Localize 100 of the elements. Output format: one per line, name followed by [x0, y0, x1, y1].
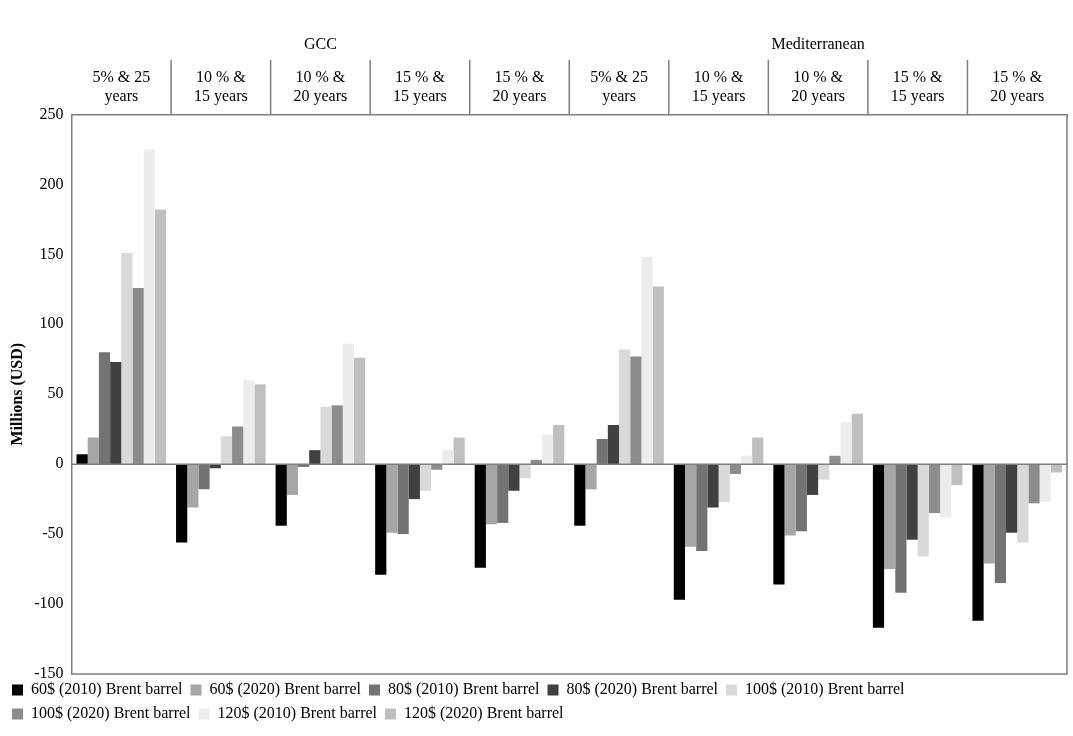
x-tick-label: 5% & 25 years [92, 67, 151, 105]
bar [729, 464, 741, 474]
bar [619, 349, 631, 465]
bar [485, 464, 498, 525]
bar [641, 257, 653, 465]
legend-label: 60$ (2010) Brent barrel [31, 680, 184, 699]
bar [419, 464, 432, 491]
bar [673, 464, 685, 600]
bar [951, 464, 963, 486]
bar [474, 464, 486, 568]
bar [353, 357, 366, 465]
x-tick-label: 15 % & 15 years [393, 67, 447, 105]
bar [917, 464, 929, 557]
y-tick-label: 100 [39, 314, 64, 332]
bar [895, 464, 907, 593]
bar [1017, 464, 1029, 543]
bar [386, 464, 398, 533]
bar [121, 252, 133, 465]
x-tick-label: 10 % & 20 years [791, 67, 846, 105]
bar [884, 464, 896, 570]
text: GCC [303, 35, 337, 53]
y-tick-label: 200 [39, 174, 64, 192]
bar [508, 464, 520, 491]
bar [596, 438, 608, 465]
bar [795, 464, 807, 532]
x-tick-label: 10 % & 15 years [193, 67, 248, 105]
bar [342, 343, 354, 465]
bar [983, 464, 995, 564]
bar [220, 436, 233, 465]
bar [541, 434, 554, 465]
legend-label: 80$ (2020) Brent barrel [566, 680, 719, 699]
bar [1006, 464, 1018, 533]
bar [928, 464, 941, 514]
legend-label: 120$ (2010) Brent barrel [217, 704, 378, 723]
bar [154, 209, 167, 465]
bar [309, 450, 321, 465]
bar [652, 286, 664, 465]
y-tick-label: 150 [39, 244, 64, 262]
bar [198, 464, 210, 490]
bar [176, 464, 188, 543]
y-tick-label: 250 [39, 104, 64, 122]
bar [696, 464, 708, 551]
bar [1028, 464, 1040, 504]
bar [851, 413, 863, 465]
y-tick-label: -150 [34, 664, 64, 682]
bar [331, 405, 343, 465]
legend-label: 100$ (2020) Brent barrel [31, 704, 192, 723]
bar [906, 464, 918, 540]
bar [453, 437, 465, 465]
bar [187, 464, 199, 508]
bar [972, 464, 984, 621]
bar [630, 356, 642, 465]
bar [275, 464, 287, 526]
bar [585, 464, 597, 490]
bar [254, 384, 266, 465]
bar [76, 454, 88, 465]
y-tick-label: 50 [47, 384, 64, 402]
bar [1039, 464, 1051, 502]
x-tick-label: 10 % & 20 years [293, 67, 348, 105]
bar [497, 464, 509, 523]
x-tick-label: 15 % & 20 years [492, 67, 547, 105]
bar [375, 464, 387, 575]
y-tick-label: -100 [34, 594, 64, 612]
bar [98, 352, 111, 465]
y-tick-label: -50 [42, 524, 64, 542]
legend-label: 60$ (2020) Brent barrel [209, 680, 362, 699]
bar [320, 406, 332, 465]
bar [994, 464, 1007, 584]
bar [806, 464, 819, 495]
bar [519, 464, 531, 479]
bar [840, 422, 852, 465]
text: Mediterranean [771, 35, 865, 53]
bar [707, 464, 719, 508]
x-tick-label: 15 % & 20 years [990, 67, 1045, 105]
bar [752, 437, 764, 465]
legend-label: 80$ (2010) Brent barrel [388, 680, 541, 699]
y-axis-title: Millions (USD) [7, 342, 26, 446]
bar [1050, 464, 1063, 473]
bar [784, 464, 796, 536]
bar [553, 424, 565, 465]
bar [442, 450, 454, 465]
bar [607, 424, 620, 465]
legend-label: 100$ (2010) Brent barrel [745, 680, 906, 699]
bar [286, 464, 298, 495]
bar [684, 464, 697, 547]
bar [143, 149, 155, 465]
bar [408, 464, 420, 500]
bar [818, 464, 830, 480]
x-tick-label: 5% & 25 years [590, 67, 648, 105]
bar [243, 380, 255, 465]
bar [773, 464, 785, 585]
bar [87, 437, 99, 465]
x-tick-label: 10 % & 15 years [691, 67, 746, 105]
x-tick-label: 15 % & 15 years [890, 67, 945, 105]
bar [574, 464, 586, 526]
y-tick-label: 0 [55, 454, 64, 472]
legend-label: 120$ (2020) Brent barrel [404, 704, 565, 723]
bar [132, 287, 144, 465]
bar [110, 362, 122, 465]
bar [718, 464, 730, 502]
